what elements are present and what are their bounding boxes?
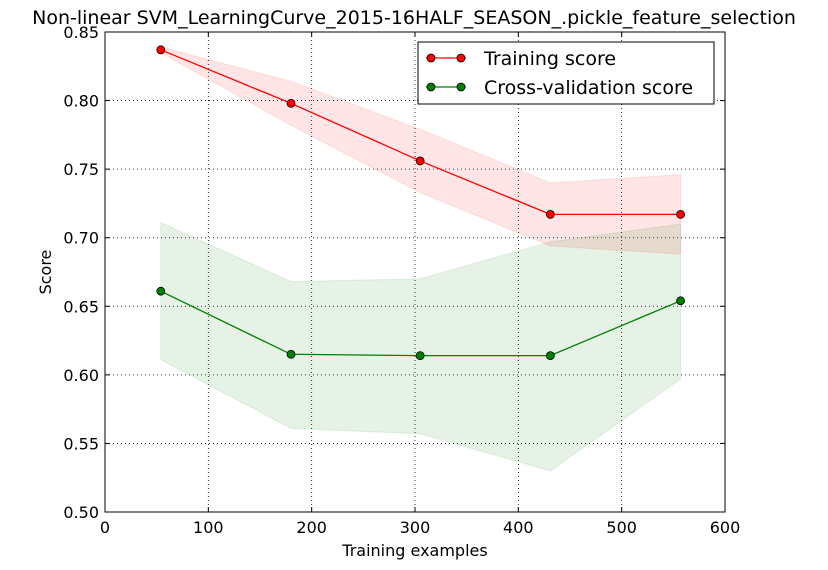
y-axis-label: Score	[36, 250, 55, 295]
legend-marker	[426, 53, 436, 63]
x-tick-label: 400	[503, 518, 534, 537]
data-point	[545, 351, 555, 361]
y-tick-label: 0.60	[63, 366, 99, 385]
y-tick-label: 0.55	[63, 434, 99, 453]
x-tick-label: 600	[710, 518, 741, 537]
y-tick-label: 0.75	[63, 160, 99, 179]
data-point	[415, 156, 425, 166]
confidence-bands	[160, 46, 682, 472]
data-point	[286, 349, 296, 359]
x-tick-label: 200	[296, 518, 327, 537]
x-tick-label: 500	[606, 518, 637, 537]
data-point	[676, 209, 685, 219]
chart-title: Non-linear SVM_LearningCurve_2015-16HALF…	[32, 7, 796, 29]
x-tick-label: 100	[193, 518, 224, 537]
axis-ticks: 0 100 200 300 400 500 600 0.50 0.55 0.60 0.65 0.70 0…	[63, 23, 740, 537]
data-point	[156, 286, 166, 296]
legend-marker	[456, 82, 466, 92]
data-point	[676, 296, 685, 306]
legend-marker	[456, 53, 466, 63]
data-point	[286, 98, 296, 108]
confidence-band	[160, 221, 682, 472]
legend-label: Cross-validation score	[484, 77, 693, 99]
legend: Training score Cross-validation score	[417, 41, 715, 105]
confidence-band	[160, 46, 682, 255]
y-tick-label: 0.50	[63, 503, 99, 522]
data-point	[415, 351, 425, 361]
y-tick-label: 0.65	[63, 297, 99, 316]
data-points	[156, 45, 685, 361]
legend-box	[417, 41, 715, 105]
legend-label: Training score	[483, 48, 616, 70]
x-axis-label: Training examples	[341, 541, 487, 560]
legend-marker	[426, 82, 436, 92]
data-point	[156, 45, 166, 55]
y-tick-label: 0.70	[63, 229, 99, 248]
x-tick-label: 0	[100, 518, 110, 537]
y-tick-label: 0.85	[63, 23, 99, 42]
x-tick-label: 300	[400, 518, 431, 537]
data-point	[545, 209, 555, 219]
y-tick-label: 0.80	[63, 92, 99, 111]
